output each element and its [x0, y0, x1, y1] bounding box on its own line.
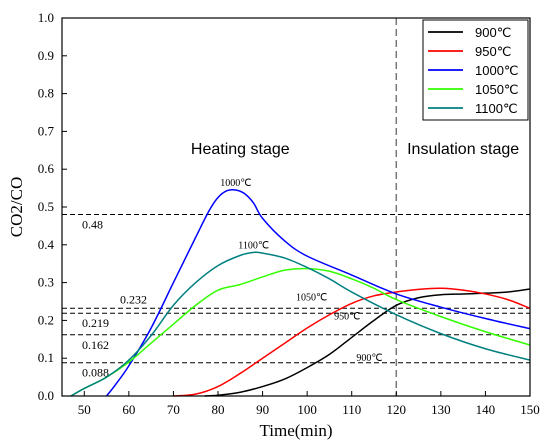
x-tick-label: 110: [342, 402, 361, 417]
y-tick-label: 0.1: [38, 350, 54, 365]
y-tick-label: 0.0: [38, 388, 54, 403]
series-line-1100℃: [70, 251, 531, 397]
legend-label: 900℃: [475, 25, 511, 40]
x-tick-label: 100: [297, 402, 317, 417]
legend: 900℃ 950℃ 1000℃ 1050℃ 1100℃: [422, 19, 529, 121]
y-axis-label: CO2/CO: [7, 177, 26, 237]
x-tick-label: 90: [256, 402, 269, 417]
series-line-900℃: [204, 288, 531, 397]
x-axis-label: Time(min): [259, 421, 332, 440]
y-tick-label: 0.2: [38, 312, 54, 327]
hline-label: 0.162: [82, 338, 109, 352]
y-tick-label: 0.4: [38, 237, 55, 252]
hline-label: 0.088: [82, 366, 109, 380]
series-line-1000℃: [105, 188, 531, 397]
legend-label: 1100℃: [475, 101, 518, 116]
hline-label: 0.48: [82, 218, 103, 232]
annotation: Heating stage: [191, 141, 290, 158]
series-lines: [70, 188, 531, 397]
x-tick-label: 120: [387, 402, 407, 417]
y-tick-label: 0.5: [38, 199, 54, 214]
legend-label: 1000℃: [475, 63, 519, 78]
x-tick-label: 150: [520, 402, 540, 417]
annotation: 1100℃: [238, 241, 269, 252]
y-tick-label: 1.0: [38, 10, 54, 25]
annotation: 1050℃: [296, 292, 327, 303]
annotation: 1000℃: [220, 178, 251, 189]
annotations: Heating stage Insulation stage 1000℃ 1100℃ 1…: [191, 141, 519, 364]
x-tick-label: 70: [167, 402, 180, 417]
x-tick-label: 130: [431, 402, 451, 417]
y-tick-label: 0.3: [38, 275, 54, 290]
series-line-1050℃: [70, 267, 531, 397]
y-tick-label: 0.6: [38, 161, 55, 176]
annotation: 900℃: [356, 353, 382, 364]
x-tick-label: 50: [78, 402, 91, 417]
series-line-950℃: [173, 287, 531, 397]
annotation: Insulation stage: [407, 141, 519, 158]
x-tick-label: 80: [212, 402, 225, 417]
annotation: 950℃: [334, 311, 360, 322]
x-tick-label: 60: [122, 402, 135, 417]
legend-label: 950℃: [475, 44, 511, 59]
legend-label: 1050℃: [475, 82, 519, 97]
x-tick-label: 140: [476, 402, 496, 417]
axis-ticks: 50 60 70 80 90 100 110 120 130 140 150 0.0 0.1 0.2 0.3…: [38, 10, 540, 417]
y-tick-label: 0.7: [38, 123, 55, 138]
y-tick-label: 0.8: [38, 86, 54, 101]
hline-label: 0.232: [120, 292, 147, 306]
plot-frame: [61, 17, 531, 397]
hline-label: 0.219: [82, 316, 109, 330]
y-tick-label: 0.9: [38, 48, 54, 63]
